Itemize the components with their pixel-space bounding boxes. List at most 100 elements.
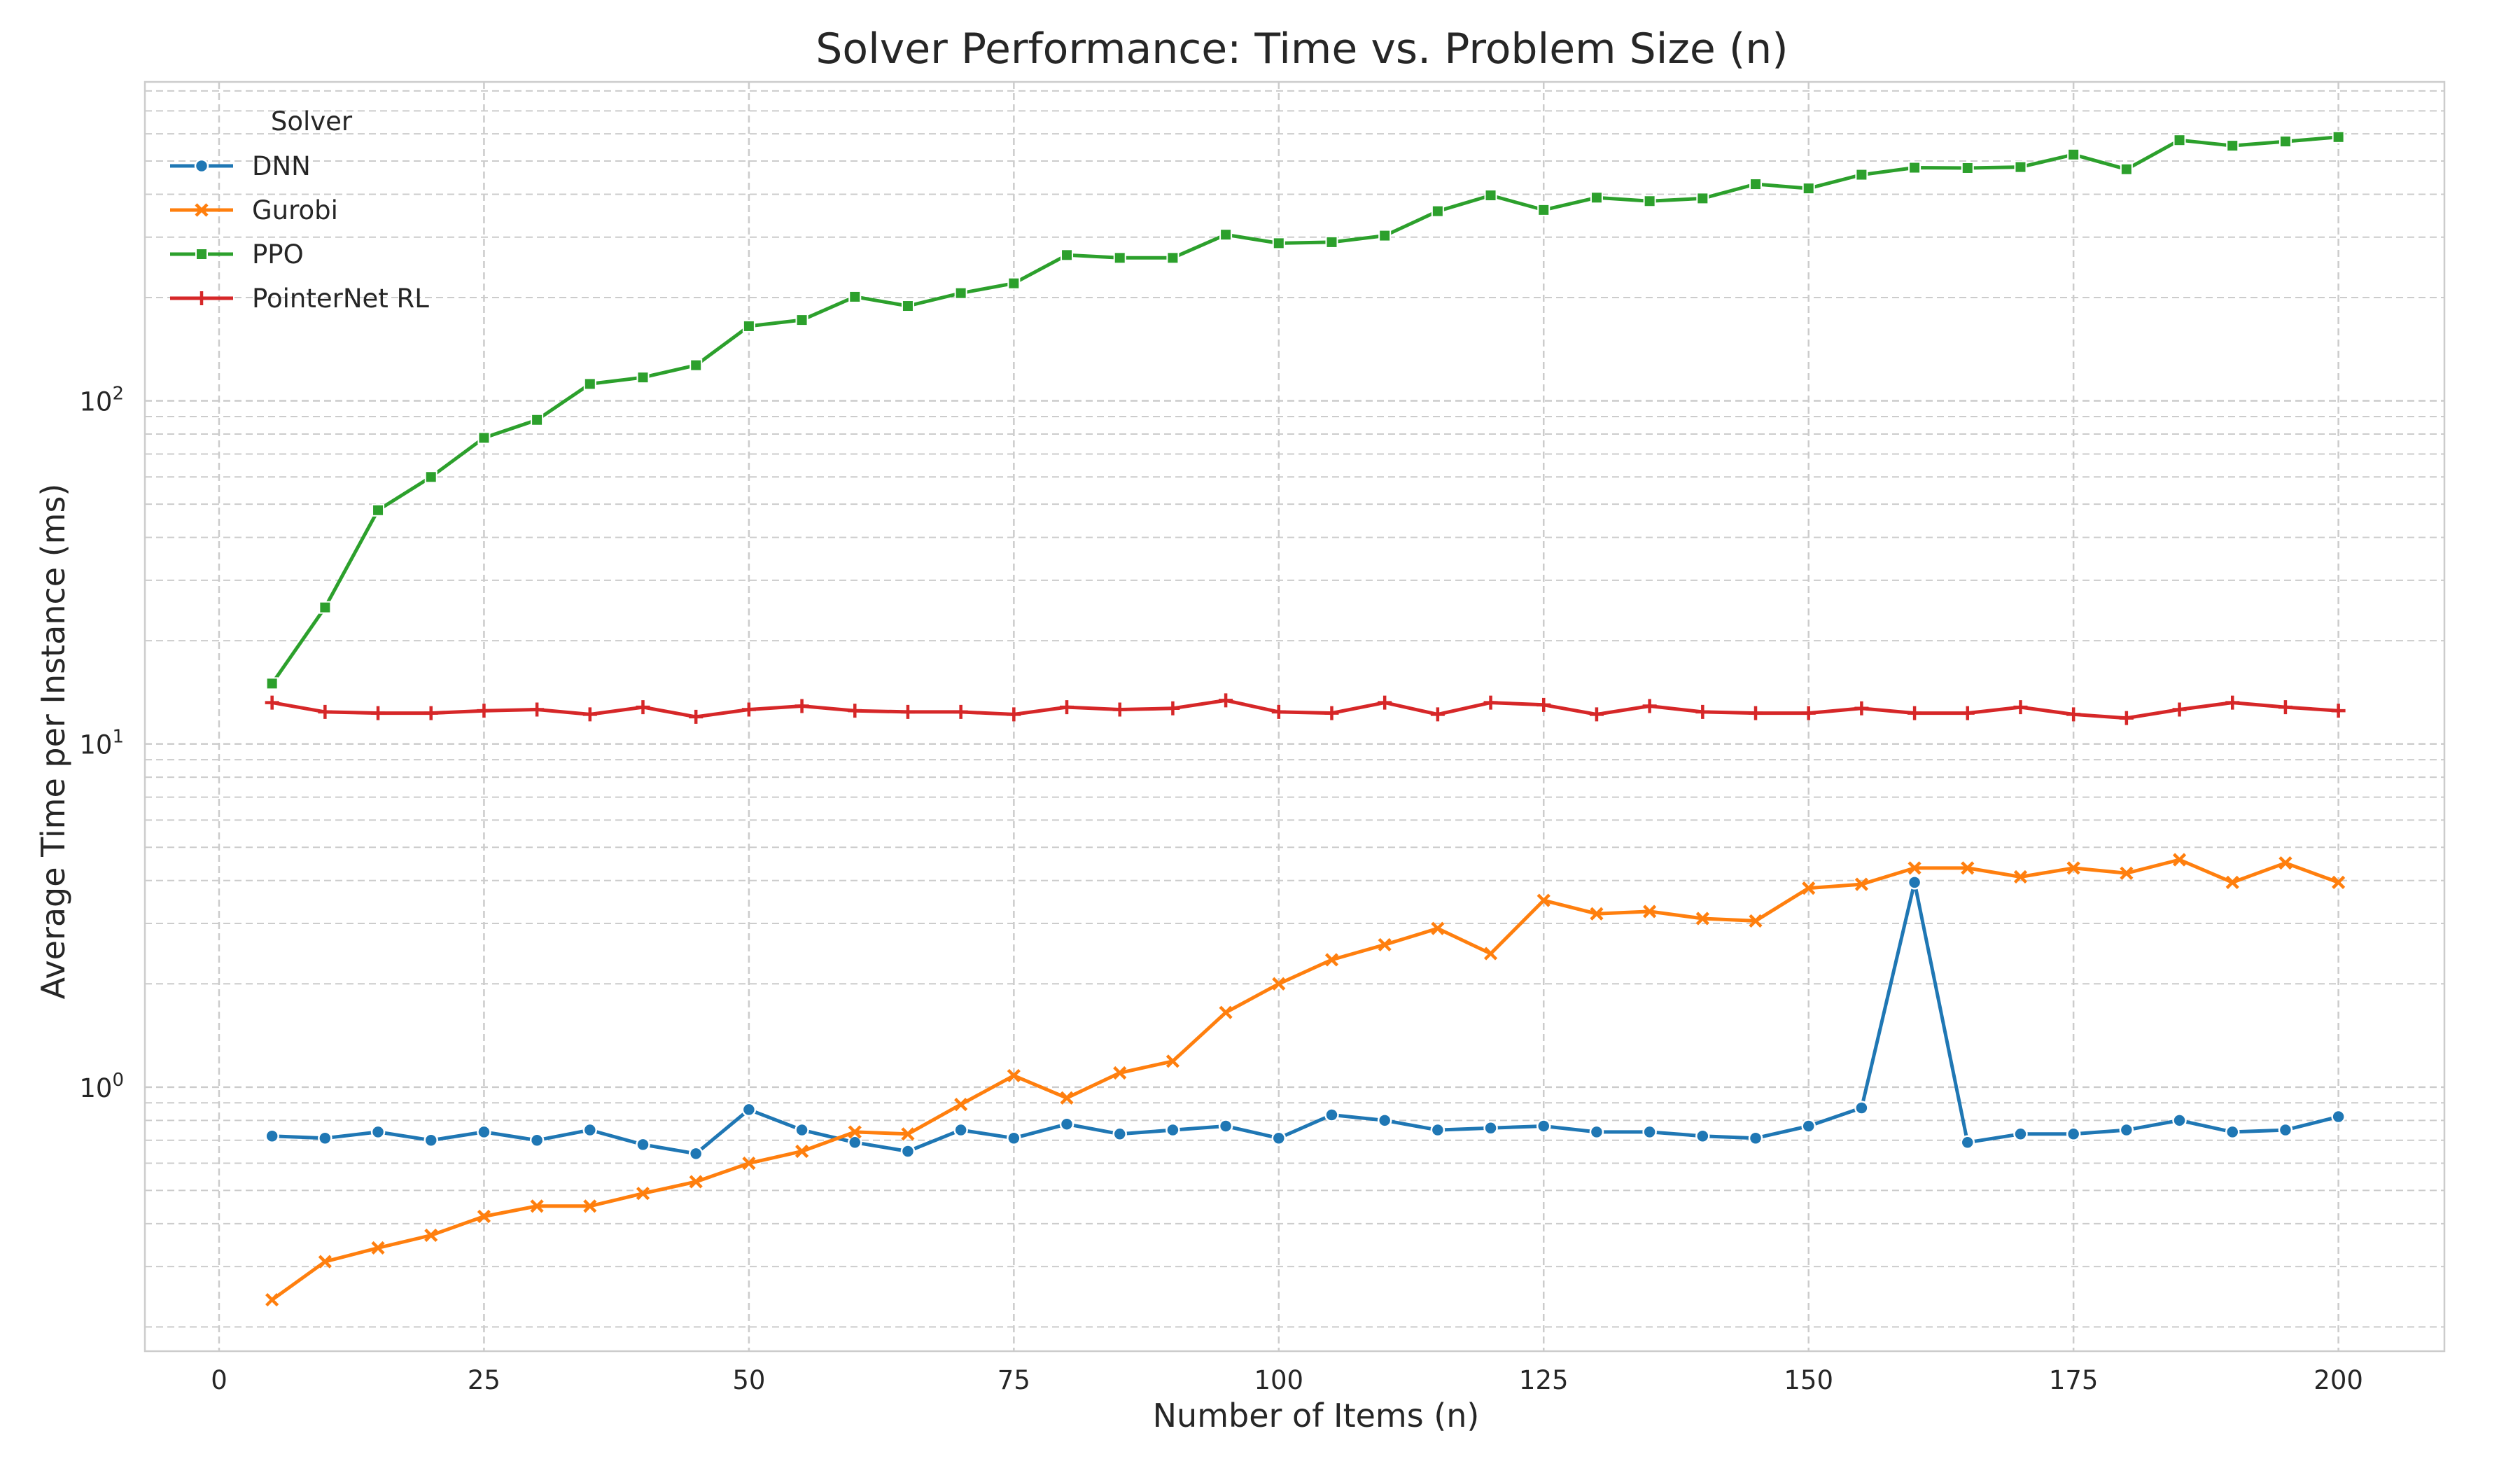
data-point-pointernet-rl [1960,706,1975,720]
x-tick-label: 25 [468,1365,500,1395]
data-point-gurobi [424,1228,438,1243]
data-point-pointernet-rl [1166,701,1180,715]
data-point-gurobi [1483,947,1498,961]
data-point-gurobi [1378,937,1392,952]
data-point-ppo [531,413,544,426]
data-point-gurobi [848,1125,862,1139]
data-point-gurobi [1907,861,1921,875]
data-point-ppo [954,286,967,300]
data-point-gurobi [2120,866,2134,880]
series-dnn [265,875,2346,1161]
data-point-dnn [688,1146,704,1161]
data-point-pointernet-rl [477,704,491,718]
data-point-gurobi [1536,893,1550,907]
legend-item-dnn: DNN [170,151,311,181]
series-line-pointernet-rl [272,698,2339,720]
data-point-ppo [636,371,650,384]
data-point-dnn [424,1133,438,1147]
x-tick-label: 0 [211,1365,227,1395]
legend: Solver DNN Gurobi PPO PointerNet RL [170,106,429,314]
data-point-ppo [1537,203,1550,216]
data-point-gurobi [2066,861,2080,875]
data-point-ppo [1219,228,1233,242]
legend-marker [195,248,208,260]
data-point-pointernet-rl [689,709,704,724]
x-tick-label: 200 [2314,1365,2363,1395]
data-point-gurobi [2013,870,2028,884]
series-line-ppo [270,135,2339,685]
data-point-dnn [477,1124,491,1140]
y-tick-exponent: 1 [112,727,124,748]
data-point-dnn [1642,1124,1657,1140]
data-point-pointernet-rl [1112,702,1127,717]
data-point-ppo [424,470,438,484]
series-ppo [265,130,2345,690]
data-point-pointernet-rl [1907,706,1922,720]
data-point-pointernet-rl [953,704,968,719]
data-point-gurobi [742,1156,756,1171]
data-point-ppo [1696,192,1709,205]
data-point-ppo [1961,161,1974,174]
data-point-ppo [2173,134,2186,147]
data-point-gurobi [1431,921,1445,935]
data-point-dnn [1748,1131,1763,1145]
data-point-gurobi [2225,875,2239,889]
data-point-gurobi [2278,856,2292,870]
data-point-ppo [1749,178,1763,191]
data-point-gurobi [1272,977,1286,991]
data-point-pointernet-rl [582,707,597,722]
data-point-gurobi [1961,861,1975,875]
data-point-dnn [1854,1101,1869,1115]
data-point-ppo [372,503,385,517]
data-point-gurobi [689,1175,703,1189]
data-point-pointernet-rl [1324,706,1339,720]
data-point-pointernet-rl [2331,704,2346,718]
data-point-gurobi [1324,953,1339,967]
data-point-pointernet-rl [371,706,386,720]
data-point-dnn [2172,1113,2187,1128]
data-point-pointernet-rl [1854,701,1869,715]
data-point-pointernet-rl [2119,711,2134,725]
data-point-pointernet-rl [1483,695,1498,710]
x-tick-label: 100 [1254,1365,1303,1395]
data-point-pointernet-rl [1060,700,1074,715]
data-point-pointernet-rl [1430,707,1445,722]
data-point-pointernet-rl [530,702,545,717]
data-point-dnn [1377,1113,1392,1128]
legend-marker [194,158,209,174]
data-point-dnn [2225,1124,2240,1140]
data-point-ppo [795,314,808,327]
legend-item-ppo: PPO [170,239,304,270]
legend-label: PointerNet RL [252,284,429,314]
chart-title: Solver Performance: Time vs. Problem Siz… [816,25,1788,74]
data-point-dnn [1801,1119,1816,1133]
data-point-ppo [1166,251,1180,265]
data-point-pointernet-rl [1801,706,1816,720]
data-point-ppo [2226,139,2239,153]
data-point-dnn [900,1144,916,1159]
series-line-gurobi [271,858,2339,1301]
data-point-gurobi [1007,1068,1021,1083]
series-line-dnn [272,880,2339,1156]
data-point-pointernet-rl [1589,707,1604,722]
data-point-pointernet-rl [1219,693,1233,708]
data-point-pointernet-rl [900,704,915,719]
data-point-dnn [1112,1126,1127,1142]
data-point-pointernet-rl [1749,706,1763,720]
legend-label: Gurobi [252,195,338,225]
legend-title: Solver [271,106,353,137]
data-point-ppo [901,300,914,313]
data-point-dnn [318,1131,332,1145]
data-point-gurobi [1749,914,1763,928]
data-point-gurobi [1166,1054,1180,1068]
y-axis-label: Average Time per Instance (ms) [34,484,72,1000]
legend-label: DNN [252,151,311,181]
data-point-pointernet-rl [1271,704,1286,719]
data-point-ppo [1272,237,1285,250]
x-axis-label: Number of Items (n) [1153,1397,1480,1434]
data-point-ppo [1802,182,1815,195]
data-point-dnn [1324,1108,1339,1122]
x-tick-label: 75 [997,1365,1030,1395]
